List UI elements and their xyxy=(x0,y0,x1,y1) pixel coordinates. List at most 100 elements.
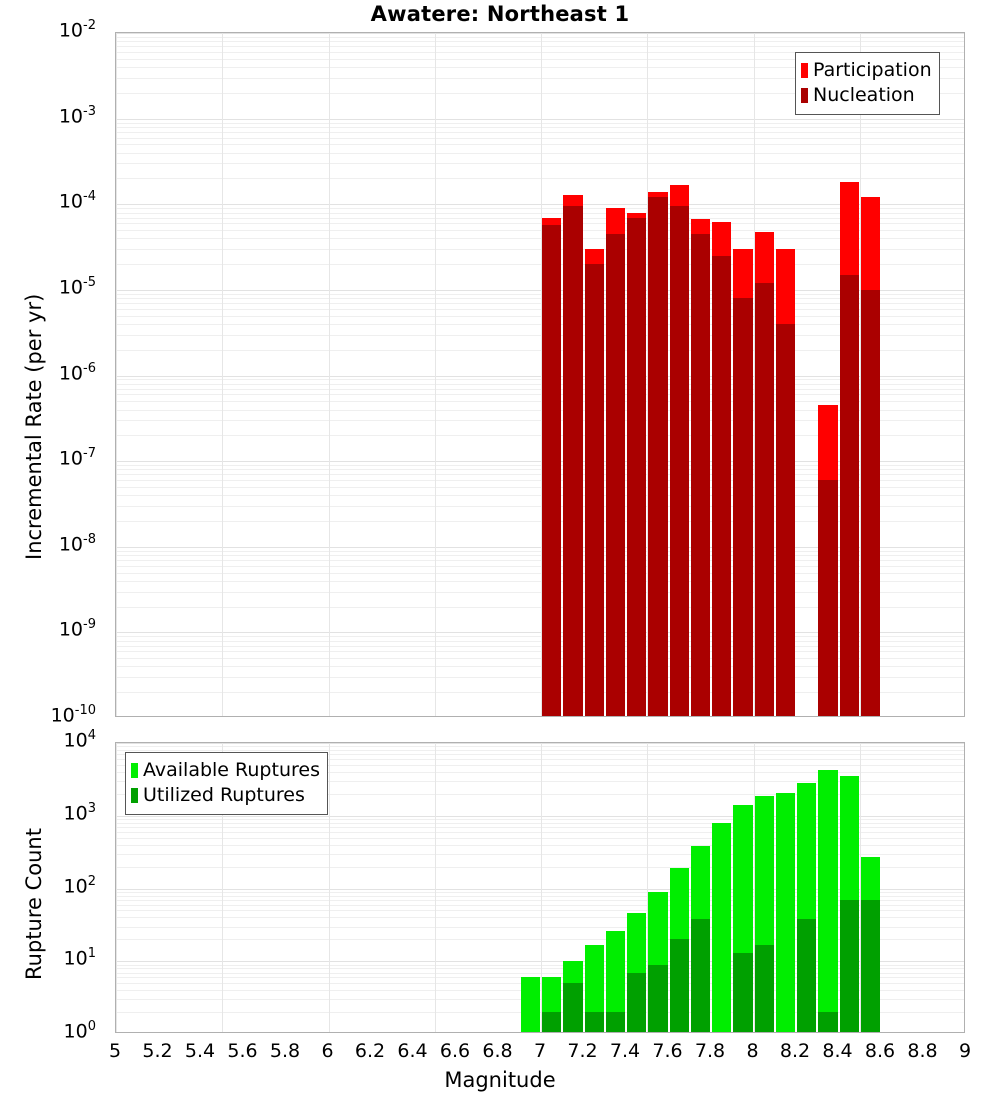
x-axis-tick-label: 7.2 xyxy=(567,1040,598,1062)
gridline xyxy=(116,968,964,970)
bar-group[interactable] xyxy=(754,33,774,716)
y-axis-tick-label: 104 xyxy=(63,728,96,752)
bar-group[interactable] xyxy=(818,743,838,1032)
gridline xyxy=(116,486,964,488)
bar-group[interactable] xyxy=(882,33,901,716)
bar-group[interactable] xyxy=(712,33,732,716)
gridline xyxy=(116,375,964,377)
gridline xyxy=(116,163,964,165)
y-axis-tick-label: 10-6 xyxy=(58,360,96,384)
bar-group[interactable] xyxy=(754,743,774,1032)
bar-group[interactable] xyxy=(563,33,583,716)
gridline xyxy=(116,474,964,476)
gridline xyxy=(116,815,964,817)
gridline xyxy=(116,118,964,120)
gridline xyxy=(116,781,964,783)
x-axis-tick-label: 8.6 xyxy=(864,1040,896,1062)
gridline xyxy=(116,409,964,411)
bar-segment-inner xyxy=(648,197,668,716)
x-axis-tick-label: 8.4 xyxy=(822,1040,853,1062)
gridline xyxy=(116,640,964,642)
bar-group[interactable] xyxy=(605,743,625,1032)
x-axis-tick-label: 6 xyxy=(321,1040,334,1062)
legend-item-available-ruptures[interactable]: Available Ruptures xyxy=(131,758,320,783)
gridline xyxy=(116,420,964,422)
gridline xyxy=(116,308,964,310)
gridline xyxy=(116,520,964,522)
bar-group[interactable] xyxy=(627,743,647,1032)
gridline-vertical xyxy=(753,33,755,716)
bar-group[interactable] xyxy=(520,743,540,1032)
gridline xyxy=(116,743,964,744)
legend-item-utilized-ruptures[interactable]: Utilized Ruptures xyxy=(131,783,320,808)
gridline xyxy=(116,505,964,507)
gridline-vertical xyxy=(116,33,117,716)
bar-group[interactable] xyxy=(669,33,689,716)
legend-item-participation[interactable]: Participation xyxy=(801,58,932,83)
gridline xyxy=(116,238,964,240)
gridline xyxy=(116,910,964,912)
legend-item-nucleation[interactable]: Nucleation xyxy=(801,83,932,108)
bar-segment-outer xyxy=(584,944,604,1032)
bar-group[interactable] xyxy=(690,33,710,716)
gridline xyxy=(116,435,964,437)
bar-group[interactable] xyxy=(690,743,710,1032)
bar-segment-inner xyxy=(627,972,647,1032)
bar-group[interactable] xyxy=(648,33,668,716)
y-axis-tick-label: 10-5 xyxy=(58,274,96,299)
gridline xyxy=(116,204,964,206)
bar-group[interactable] xyxy=(797,743,817,1032)
bar-segment-outer xyxy=(712,822,732,1032)
bar-group[interactable] xyxy=(712,743,732,1032)
x-axis-tick-label: 7.6 xyxy=(652,1040,683,1062)
bar-group[interactable] xyxy=(669,743,689,1032)
bar-group[interactable] xyxy=(860,33,880,716)
y-axis-tick-label: 10-10 xyxy=(50,703,96,727)
bar-group[interactable] xyxy=(627,33,647,716)
available-ruptures-color-swatch xyxy=(131,763,138,778)
legend-top: Participation Nucleation xyxy=(795,52,940,115)
gridline xyxy=(116,759,964,761)
y-axis-tick-label: 102 xyxy=(63,873,96,897)
bar-segment-inner xyxy=(584,264,604,716)
bar-group[interactable] xyxy=(584,743,604,1032)
gridline xyxy=(116,178,964,180)
bar-group[interactable] xyxy=(648,743,668,1032)
bar-segment-inner xyxy=(584,1012,604,1032)
bar-group[interactable] xyxy=(563,743,583,1032)
bar-group[interactable] xyxy=(860,743,880,1032)
bar-group[interactable] xyxy=(542,743,562,1032)
bar-group[interactable] xyxy=(839,743,859,1032)
gridline xyxy=(116,793,964,795)
gridline xyxy=(116,465,964,467)
gridline xyxy=(116,771,964,773)
gridline xyxy=(116,550,964,552)
gridline xyxy=(116,580,964,582)
gridline xyxy=(116,754,964,756)
bar-group[interactable] xyxy=(839,33,859,716)
x-axis-tick-label: 6.8 xyxy=(482,1040,513,1062)
bar-group[interactable] xyxy=(733,33,753,716)
gridline xyxy=(116,334,964,336)
bar-group[interactable] xyxy=(605,33,625,716)
bar-group[interactable] xyxy=(775,743,795,1032)
x-axis-tick-label: 6.2 xyxy=(354,1040,386,1062)
bar-group[interactable] xyxy=(733,743,753,1032)
gridline xyxy=(116,658,964,660)
gridline xyxy=(116,92,964,94)
gridline xyxy=(116,904,964,906)
x-axis-tick-label: 9 xyxy=(958,1040,972,1062)
bar-group[interactable] xyxy=(775,33,795,716)
x-axis-title: Magnitude xyxy=(444,1068,556,1092)
bar-group[interactable] xyxy=(542,33,562,716)
bar-segment-inner xyxy=(775,323,795,716)
bar-group[interactable] xyxy=(818,33,838,716)
bar-segment-inner xyxy=(669,206,689,716)
gridline xyxy=(116,572,964,574)
bar-segment-inner xyxy=(669,939,689,1032)
bar-group[interactable] xyxy=(584,33,604,716)
gridline xyxy=(116,230,964,232)
gridline xyxy=(116,217,964,219)
gridline xyxy=(116,289,964,291)
gridline xyxy=(116,999,964,1001)
